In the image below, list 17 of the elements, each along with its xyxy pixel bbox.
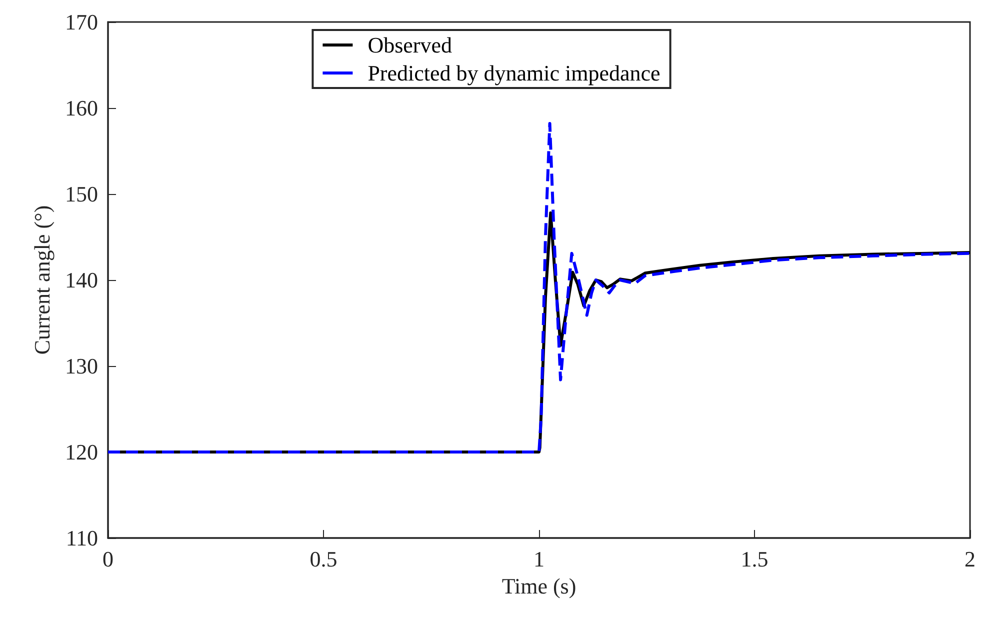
legend-label: Predicted by dynamic impedance [368,60,660,86]
x-tick-label: 0.5 [310,546,338,572]
x-tick-label: 2 [964,546,976,572]
y-axis-title: Current angle (°) [30,205,54,355]
y-tick-label: 140 [65,268,98,292]
y-tick-label: 120 [65,440,98,464]
x-tick-label: 1.5 [740,546,768,572]
legend-label: Observed [368,32,452,58]
y-tick-label: 150 [65,182,98,206]
line-series [106,122,972,454]
x-axis-title: Time (s) [502,573,576,598]
y-tick-label: 130 [65,354,98,378]
y-tick-label: 170 [65,10,98,34]
y-tick-label: 160 [65,96,98,120]
x-tick-label: 0 [102,546,114,572]
x-tick-label: 1 [534,546,544,572]
y-tick-label: 110 [66,526,98,550]
